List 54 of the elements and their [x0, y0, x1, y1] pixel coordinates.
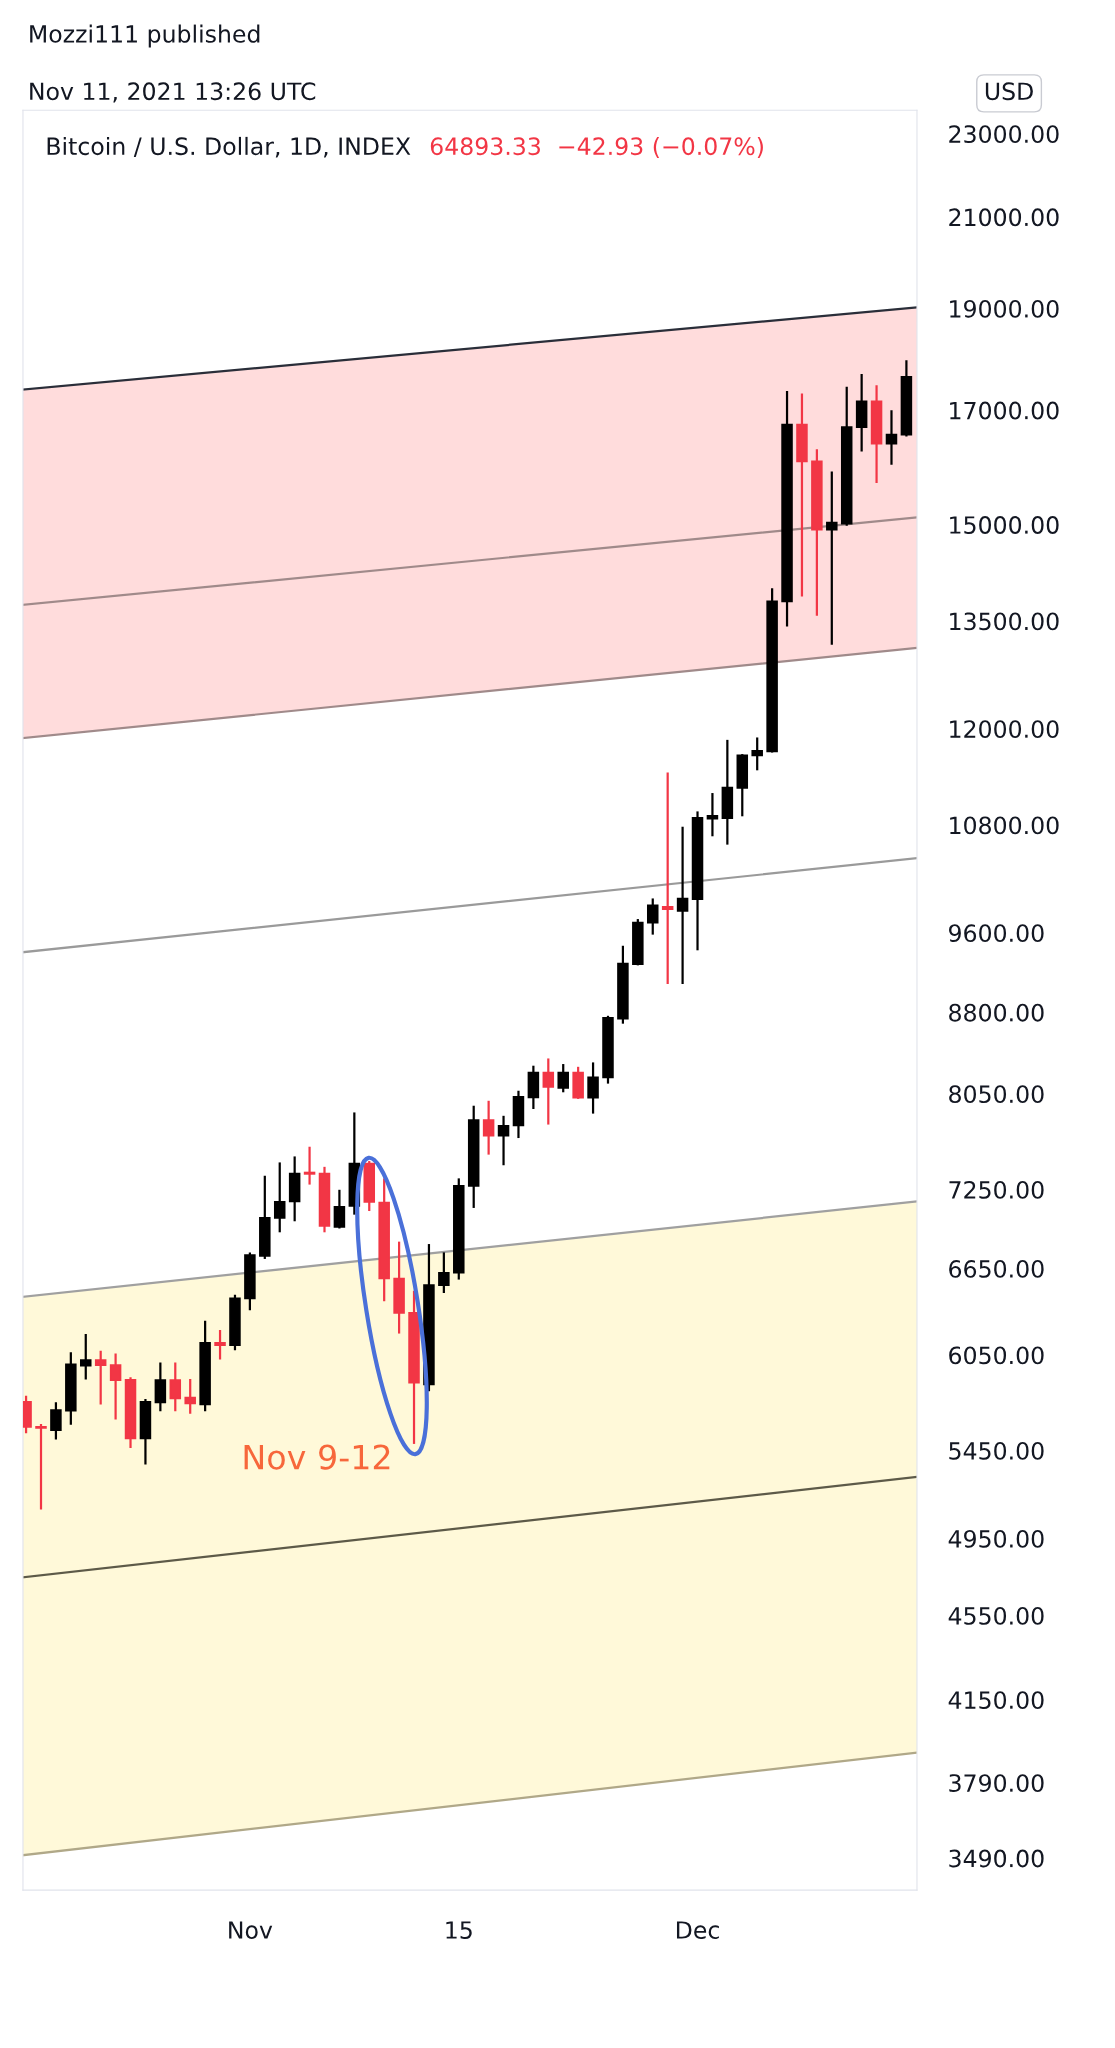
y-tick-label: 6650.00	[949, 1259, 1044, 1278]
candlestick	[273, 1162, 286, 1233]
candlestick	[154, 1362, 167, 1412]
candlestick	[497, 1115, 510, 1166]
y-tick-label: 15000.00	[950, 516, 1059, 534]
candlestick	[94, 1350, 107, 1405]
y-tick-label: 5450.00	[949, 1441, 1044, 1460]
annotation: Nov 9-12	[244, 1444, 390, 1470]
candlestick	[333, 1189, 346, 1229]
y-tick-label: 21000.00	[949, 208, 1059, 227]
y-tick-label: 4150.00	[948, 1691, 1044, 1710]
candlestick	[557, 1064, 569, 1093]
candlestick	[587, 1062, 599, 1114]
candlestick	[35, 1424, 47, 1510]
y-tick-label: 3490.00	[949, 1849, 1044, 1868]
candlestick	[169, 1362, 182, 1412]
y-tick-label: 4950.00	[948, 1529, 1044, 1548]
y-tick-label: 9600.00	[949, 924, 1044, 943]
y-tick-label: 7250.00	[949, 1180, 1044, 1199]
y-tick-label: 8050.00	[949, 1085, 1044, 1104]
x-tick-label: Dec	[676, 1921, 719, 1939]
text: USD	[985, 82, 1033, 101]
candlestick	[826, 471, 838, 645]
y-tick-label: 4550.00	[948, 1607, 1044, 1625]
candlestick	[646, 898, 659, 935]
y-tick-label: 12000.00	[950, 720, 1059, 738]
text: Mozzi111 published	[30, 24, 260, 48]
y-tick-label: 10800.00	[950, 816, 1059, 835]
candlestick	[303, 1146, 316, 1185]
y-tick-label: 8800.00	[949, 1003, 1044, 1022]
candlestick	[50, 1402, 62, 1440]
x-tick-label: 15	[446, 1921, 472, 1939]
candlestick	[661, 772, 674, 984]
candlestick	[214, 1330, 226, 1360]
y-tick-label: 3790.00	[949, 1774, 1044, 1792]
candlestick	[676, 826, 689, 984]
x-tick-label: Nov	[229, 1921, 273, 1939]
text: Bitcoin / U.S. Dollar, 1D, INDEX	[47, 136, 411, 158]
candlestick	[885, 410, 898, 465]
candlestick	[109, 1353, 122, 1420]
y-tick-label: 6050.00	[949, 1346, 1044, 1365]
y-tick-label: 19000.00	[950, 299, 1059, 318]
candlestick	[80, 1333, 92, 1380]
candlestick	[751, 737, 763, 771]
y-tick-label: 23000.00	[949, 125, 1059, 144]
y-tick-label: 13500.00	[950, 612, 1059, 631]
text: Nov 11, 2021 13:26 UTC	[30, 82, 316, 103]
candlestick	[438, 1252, 450, 1294]
candlestick	[482, 1100, 495, 1155]
candlestick	[706, 793, 719, 837]
candlestick	[542, 1058, 555, 1125]
annotation: 64893.33 −42.93 (−0.07%)	[430, 136, 763, 158]
candlestick	[184, 1379, 196, 1414]
y-tick-label: 17000.00	[950, 401, 1059, 420]
